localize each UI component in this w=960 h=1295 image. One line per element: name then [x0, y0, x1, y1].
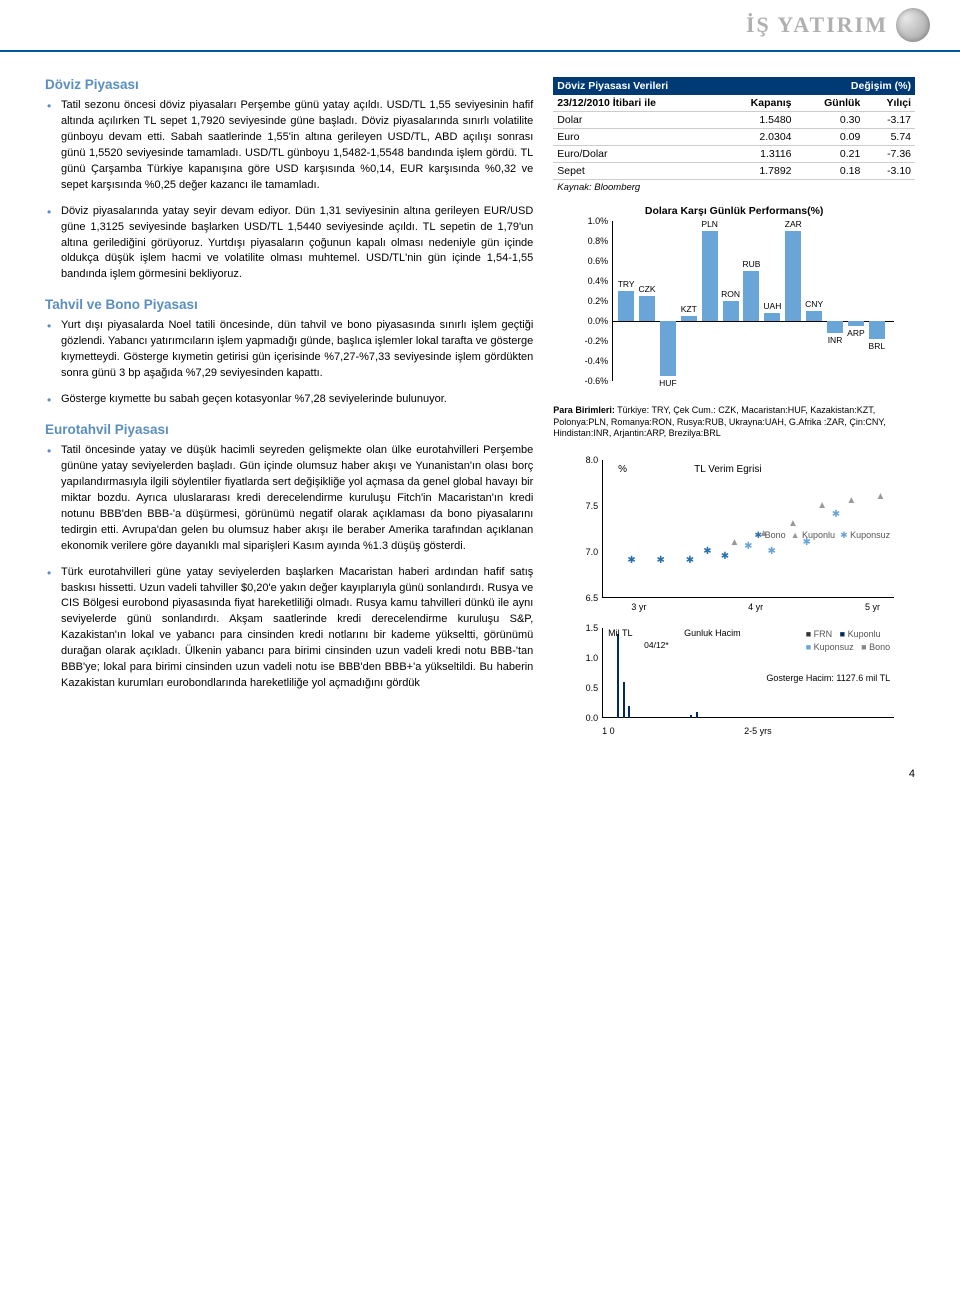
- fx-col-close: Kapanış: [719, 95, 795, 112]
- bar-RUB: [743, 271, 759, 321]
- page-number: 4: [0, 758, 960, 800]
- logo: İŞ YATIRIM: [746, 8, 930, 42]
- bar-KZT: [681, 316, 697, 321]
- fx-table-source: Kaynak: Bloomberg: [553, 180, 915, 199]
- table-row: Dolar 1.5480 0.30 -3.17: [553, 112, 915, 129]
- list-item: Döviz piyasalarında yatay seyir devam ed…: [45, 204, 533, 284]
- fx-section-title: Döviz Piyasası: [45, 77, 533, 92]
- vol-ylabel: Mil TL: [608, 628, 632, 638]
- table-row: Euro 2.0304 0.09 5.74: [553, 129, 915, 146]
- list-item: Yurt dışı piyasalarda Noel tatili öncesi…: [45, 318, 533, 382]
- vol-xaxis-right: 2-5 yrs: [744, 726, 772, 736]
- eurobond-bullets: Tatil öncesinde yatay ve düşük hacimli s…: [45, 443, 533, 692]
- list-item: Gösterge kıymette bu sabah geçen kotasyo…: [45, 392, 533, 408]
- bond-section-title: Tahvil ve Bono Piyasası: [45, 297, 533, 312]
- table-row: Sepet 1.7892 0.18 -3.10: [553, 163, 915, 180]
- fx-col-ytd: Yılıçi: [864, 95, 915, 112]
- logo-text: İŞ YATIRIM: [746, 12, 888, 38]
- header: İŞ YATIRIM: [0, 0, 960, 52]
- list-item: Tatil öncesinde yatay ve düşük hacimli s…: [45, 443, 533, 555]
- fx-bullets: Tatil sezonu öncesi döviz piyasaları Per…: [45, 98, 533, 283]
- currencies-note: Para Birimleri: Türkiye: TRY, Çek Cum.: …: [553, 405, 915, 440]
- fx-col-daily: Günlük: [796, 95, 865, 112]
- bar-UAH: [764, 313, 780, 321]
- yield-pct: %: [618, 464, 627, 475]
- eurobond-section-title: Eurotahvil Piyasası: [45, 422, 533, 437]
- bar-RON: [723, 301, 739, 321]
- vol-note: Gosterge Hacim: 1127.6 mil TL: [766, 673, 890, 683]
- vol-date: 04/12*: [644, 640, 669, 650]
- bar-INR: [827, 321, 843, 333]
- list-item: Türk eurotahvilleri güne yatay seviyeler…: [45, 565, 533, 693]
- vol-title: Gunluk Hacim: [684, 628, 741, 638]
- fx-table-header-right: Değişim (%): [796, 77, 915, 95]
- yield-title: TL Verim Egrisi: [694, 464, 761, 475]
- bar-TRY: [618, 291, 634, 321]
- bar-BRL: [869, 321, 885, 339]
- fx-data-table: Döviz Piyasası Verileri Değişim (%) 23/1…: [553, 77, 915, 180]
- bar-CNY: [806, 311, 822, 321]
- bar-HUF: [660, 321, 676, 376]
- bar-ARP: [848, 321, 864, 326]
- yield-curve-chart: % TL Verim Egrisi 6.57.07.58.0✱✱✱✱✱▲▲▲▲▲…: [574, 460, 894, 610]
- bar-CZK: [639, 296, 655, 321]
- left-column: Döviz Piyasası Tatil sezonu öncesi döviz…: [45, 77, 533, 738]
- logo-icon: [896, 8, 930, 42]
- list-item: Tatil sezonu öncesi döviz piyasaları Per…: [45, 98, 533, 194]
- fx-performance-chart: Dolara Karşı Günlük Performans(%) -0.6%-…: [553, 205, 915, 391]
- vol-legend: ■ FRN ■ Kuponlu ■ Kuponsuz ■ Bono: [806, 628, 890, 653]
- bond-bullets: Yurt dışı piyasalarda Noel tatili öncesi…: [45, 318, 533, 408]
- vol-xaxis-left: 1 0: [602, 726, 615, 736]
- bar-PLN: [702, 231, 718, 321]
- fx-table-subheader: 23/12/2010 İtibari ile: [553, 95, 719, 112]
- fx-table-header-left: Döviz Piyasası Verileri: [553, 77, 795, 95]
- currencies-note-label: Para Birimleri:: [553, 405, 615, 415]
- right-column: Döviz Piyasası Verileri Değişim (%) 23/1…: [553, 77, 915, 738]
- yield-legend: ✱ Bono ▲ Kuponlu ✱ Kuponsuz: [755, 530, 891, 541]
- table-row: Euro/Dolar 1.3116 0.21 -7.36: [553, 146, 915, 163]
- bar-ZAR: [785, 231, 801, 321]
- volume-chart: 0.00.51.01.5Mil TLGunluk Hacim04/12* ■ F…: [574, 628, 894, 738]
